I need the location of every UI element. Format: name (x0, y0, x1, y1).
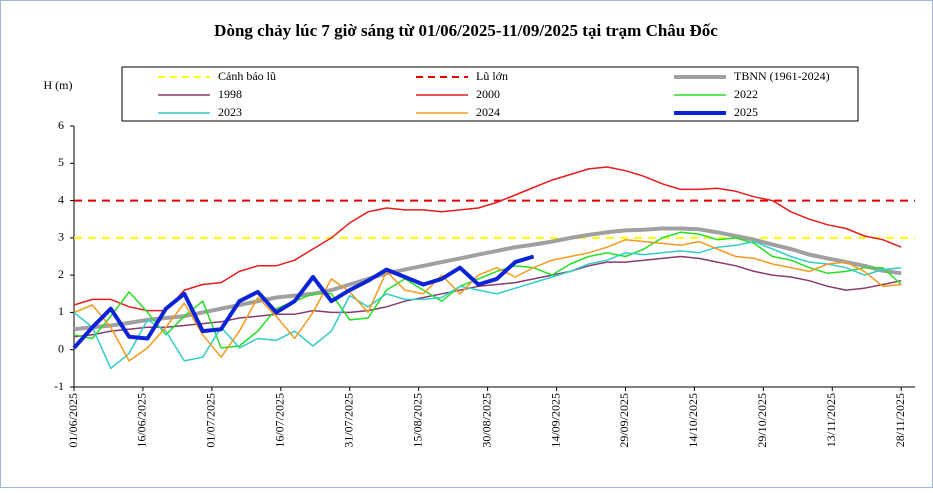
y-tick-label: 2 (58, 267, 64, 281)
legend (121, 66, 859, 122)
series-line (73, 240, 902, 370)
y-axis-label: H (m) (44, 78, 73, 92)
x-tick-label: 29/10/2025 (755, 393, 769, 448)
y-tick-label: 4 (58, 192, 64, 206)
x-tick-label: 16/06/2025 (135, 393, 149, 448)
y-tick-label: 5 (58, 155, 64, 169)
legend-label: 2022 (734, 87, 758, 101)
legend-label: 2023 (218, 105, 242, 119)
chart-title: Dòng chảy lúc 7 giờ sáng từ 01/06/2025-1… (214, 21, 718, 40)
y-tick-label: -1 (54, 379, 64, 393)
x-tick-label: 30/08/2025 (479, 393, 493, 448)
x-tick-label: 01/06/2025 (66, 393, 80, 448)
x-tick-label: 14/09/2025 (548, 393, 562, 448)
x-tick-label: 31/07/2025 (341, 393, 355, 448)
legend-label: 2024 (476, 105, 500, 119)
x-tick-label: 28/11/2025 (893, 393, 907, 447)
series-line (73, 238, 902, 362)
legend-label: 2000 (476, 87, 500, 101)
x-tick-label: 29/09/2025 (617, 393, 631, 448)
x-tick-label: 14/10/2025 (686, 393, 700, 448)
legend-label: 1998 (218, 87, 242, 101)
legend-label: 2025 (734, 105, 758, 119)
y-tick-label: 6 (58, 118, 64, 132)
y-tick-label: 0 (58, 341, 64, 355)
legend-label: Lũ lớn (476, 69, 508, 83)
series-line (73, 166, 902, 312)
legend-label: TBNN (1961-2024) (734, 69, 830, 83)
y-tick-label: 3 (58, 230, 64, 244)
x-tick-label: 01/07/2025 (204, 393, 218, 448)
series-line (72, 254, 535, 350)
x-tick-label: 16/07/2025 (273, 393, 287, 448)
series-line (73, 231, 902, 349)
x-tick-label: 13/11/2025 (824, 393, 838, 447)
y-tick-label: 1 (58, 304, 64, 318)
x-tick-label: 15/08/2025 (410, 393, 424, 448)
legend-label: Cảnh báo lũ (218, 69, 276, 83)
series-line (73, 226, 902, 332)
